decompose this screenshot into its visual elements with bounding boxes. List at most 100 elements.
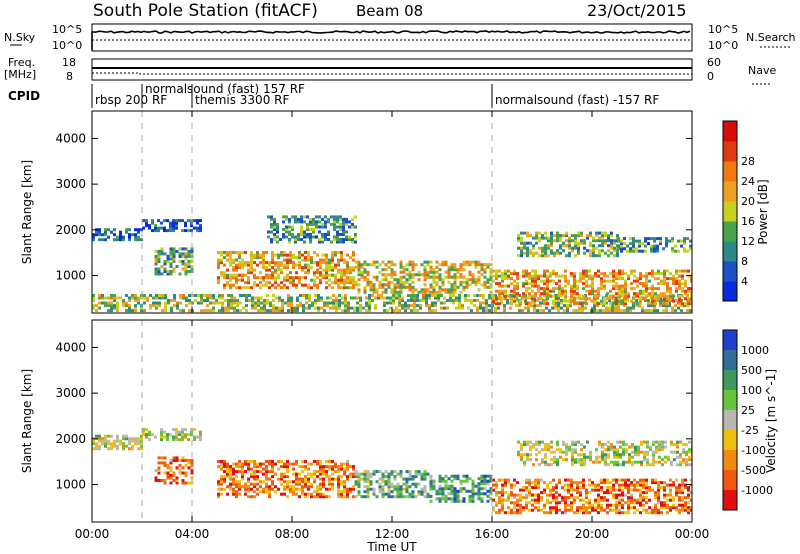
echo-cell: [438, 273, 442, 277]
echo-cell: [169, 481, 173, 485]
echo-cell: [653, 244, 656, 248]
echo-cell: [516, 284, 519, 288]
echo-cell: [425, 304, 428, 308]
echo-cell: [453, 492, 457, 496]
echo-cell: [166, 257, 170, 261]
echo-cell: [300, 233, 303, 236]
echo-cell: [647, 309, 650, 313]
echo-cell: [630, 287, 633, 291]
echo-cell: [444, 497, 448, 501]
echo-cell: [346, 490, 349, 494]
echo-cell: [372, 487, 376, 491]
echo-cell: [244, 490, 247, 494]
echo-cell: [554, 304, 557, 308]
echo-cell: [343, 258, 346, 262]
echo-cell: [326, 296, 329, 300]
echo-cell: [597, 292, 600, 296]
echo-cell: [645, 282, 648, 286]
echo-cell: [539, 301, 542, 305]
echo-cell: [682, 448, 685, 452]
echo-cell: [226, 276, 229, 280]
echo-cell: [262, 490, 265, 494]
echo-cell: [564, 511, 567, 515]
station-title: South Pole Station (fitACF): [93, 1, 318, 21]
echo-cell: [555, 274, 558, 278]
echo-cell: [645, 488, 648, 492]
echo-cell: [399, 470, 403, 474]
echo-cell: [574, 440, 577, 444]
echo-cell: [516, 287, 519, 291]
echo-cell: [462, 474, 466, 478]
echo-cell: [507, 294, 510, 298]
echo-cell: [333, 238, 336, 241]
echo-cell: [148, 438, 151, 442]
echo-cell: [262, 276, 265, 280]
echo-cell: [557, 299, 560, 302]
echo-cell: [595, 254, 598, 258]
echo-cell: [337, 477, 340, 481]
echo-cell: [238, 266, 241, 270]
echo-cell: [396, 485, 400, 489]
echo-cell: [236, 301, 239, 305]
echo-cell: [606, 491, 609, 495]
echo-cell: [589, 234, 592, 238]
echo-cell: [390, 260, 394, 264]
echo-cell: [187, 229, 190, 233]
echo-cell: [664, 445, 667, 449]
echo-cell: [432, 285, 436, 289]
echo-cell: [453, 499, 457, 503]
echo-cell: [265, 281, 268, 285]
echo-cell: [337, 495, 340, 499]
echo-cell: [633, 294, 636, 298]
echo-cell: [669, 292, 672, 296]
echo-cell: [532, 443, 535, 447]
echo-cell: [498, 284, 501, 288]
echo-cell: [631, 463, 634, 467]
echo-cell: [523, 251, 526, 255]
echo-cell: [640, 443, 643, 447]
echo-cell: [682, 460, 685, 464]
echo-cell: [328, 261, 331, 265]
echo-cell: [456, 275, 460, 279]
echo-cell: [495, 491, 498, 495]
echo-cell: [268, 286, 271, 290]
echo-cell: [605, 294, 608, 297]
echo-cell: [256, 263, 259, 267]
echo-cell: [665, 304, 668, 308]
echo-cell: [638, 249, 641, 253]
echo-cell: [628, 460, 631, 464]
echo-cell: [642, 483, 645, 487]
echo-cell: [420, 273, 424, 277]
echo-cell: [504, 289, 507, 293]
echo-cell: [489, 275, 493, 279]
echo-cell: [402, 487, 406, 491]
echo-cell: [335, 304, 338, 308]
echo-cell: [401, 299, 404, 302]
echo-cell: [564, 501, 567, 505]
echo-cell: [684, 292, 687, 296]
echo-cell: [669, 289, 672, 293]
echo-cell: [349, 472, 352, 476]
echo-cell: [122, 304, 125, 308]
echo-cell: [143, 301, 146, 305]
echo-cell: [636, 294, 639, 298]
echo-cell: [429, 499, 433, 503]
time-axis-label: Time UT: [366, 540, 417, 554]
echo-cell: [501, 503, 504, 507]
echo-cell: [600, 287, 603, 291]
echo-cell: [250, 251, 253, 254]
echo-cell: [621, 287, 624, 291]
freq-tick-top: 18: [62, 56, 76, 69]
echo-cell: [116, 306, 119, 310]
echo-cell: [471, 494, 475, 498]
echo-cell: [95, 444, 98, 448]
echo-cell: [428, 306, 431, 310]
echo-cell: [393, 278, 397, 282]
echo-cell: [250, 271, 253, 275]
echo-cell: [378, 490, 382, 494]
echo-cell: [414, 485, 418, 489]
echo-cell: [447, 290, 451, 294]
echo-cell: [588, 506, 591, 510]
echo-cell: [468, 278, 472, 282]
echo-cell: [559, 455, 562, 459]
